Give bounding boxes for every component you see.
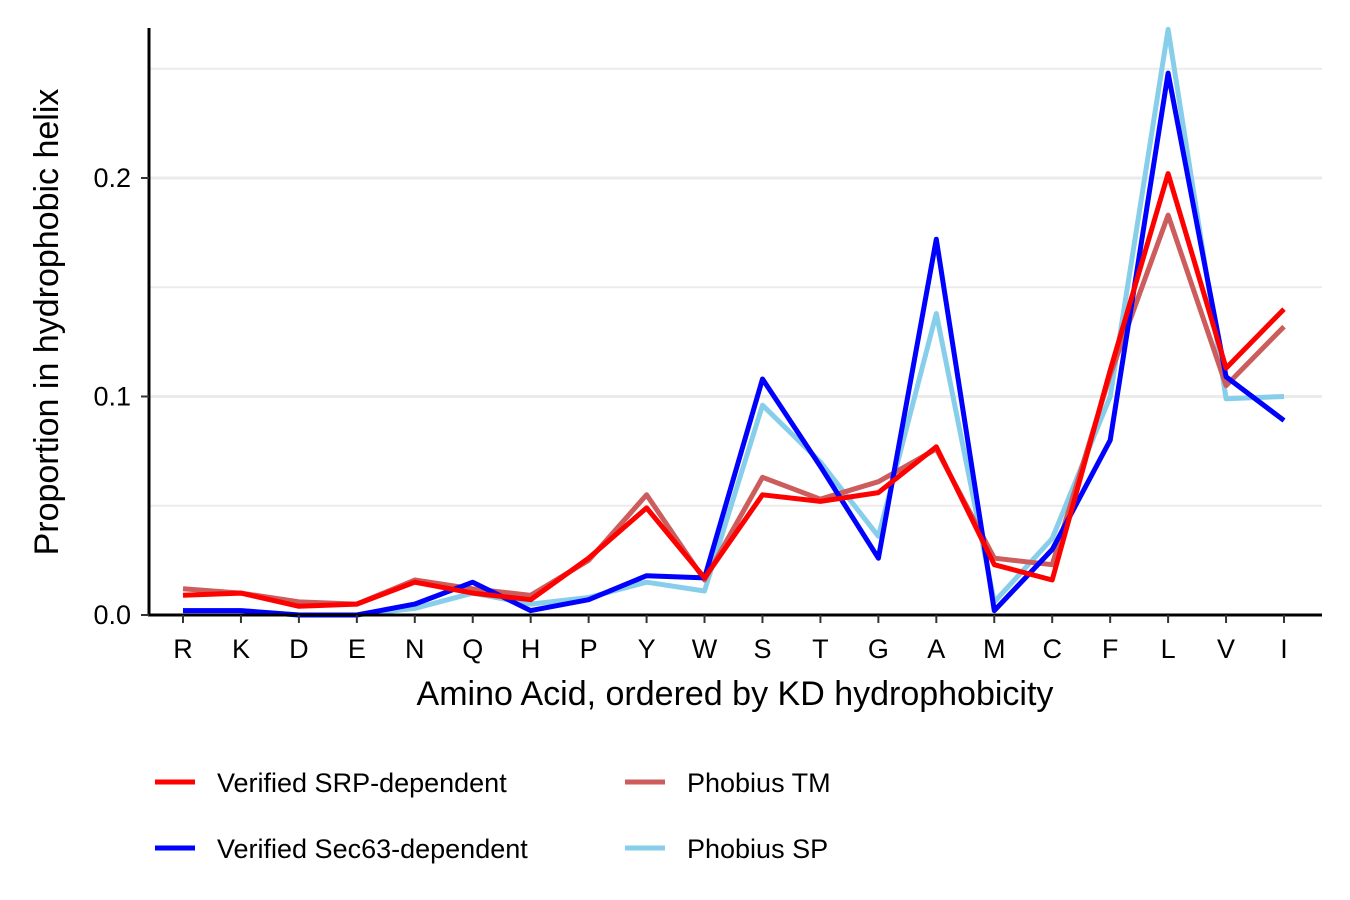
- legend-item: Verified SRP-dependent: [155, 768, 507, 798]
- x-tick-label: W: [692, 634, 718, 664]
- x-tick-label: N: [405, 634, 425, 664]
- y-axis-title: Proportion in hydrophobic helix: [28, 89, 66, 556]
- x-tick-label: H: [521, 634, 541, 664]
- y-ticks: 0.0 0.1 0.2: [93, 163, 149, 630]
- legend-item: Phobius TM: [625, 768, 831, 798]
- x-tick-label: T: [812, 634, 829, 664]
- legend-item: Phobius SP: [625, 834, 828, 864]
- axes: [147, 28, 1322, 617]
- y-tick-label: 0.2: [93, 163, 131, 193]
- series-line-phobius-tm: [182, 212, 1286, 607]
- x-tick-label: C: [1042, 634, 1062, 664]
- x-tick-label: E: [348, 634, 366, 664]
- x-tick-label: D: [289, 634, 309, 664]
- x-tick-label: M: [983, 634, 1006, 664]
- x-tick-label: R: [173, 634, 193, 664]
- x-tick-label: I: [1280, 634, 1288, 664]
- x-tick-label: A: [927, 634, 945, 664]
- legend-label: Phobius TM: [687, 768, 831, 798]
- series-line-verified-sec63-dependent: [183, 70, 1286, 618]
- x-tick-label: Q: [462, 634, 483, 664]
- x-axis-title: Amino Acid, ordered by KD hydrophobicity: [417, 675, 1054, 713]
- x-tick-label: L: [1161, 634, 1176, 664]
- legend-label: Verified SRP-dependent: [217, 768, 507, 798]
- legend-item: Verified Sec63-dependent: [155, 834, 528, 864]
- gridlines: [149, 67, 1322, 507]
- x-tick-label: K: [232, 634, 250, 664]
- x-tick-label: V: [1217, 634, 1235, 664]
- y-tick-label: 0.0: [93, 600, 131, 630]
- x-tick-label: P: [580, 634, 598, 664]
- x-tick-label: F: [1102, 634, 1119, 664]
- x-tick-label: Y: [638, 634, 656, 664]
- legend: Verified SRP-dependent Phobius TM Verified…: [155, 768, 831, 864]
- series-lines: [182, 26, 1286, 618]
- y-tick-label: 0.1: [93, 382, 131, 412]
- x-tick-label: G: [868, 634, 889, 664]
- legend-label: Phobius SP: [687, 834, 828, 864]
- legend-label: Verified Sec63-dependent: [217, 834, 528, 864]
- series-line-verified-srp-dependent: [182, 171, 1286, 609]
- x-tick-label: S: [753, 634, 771, 664]
